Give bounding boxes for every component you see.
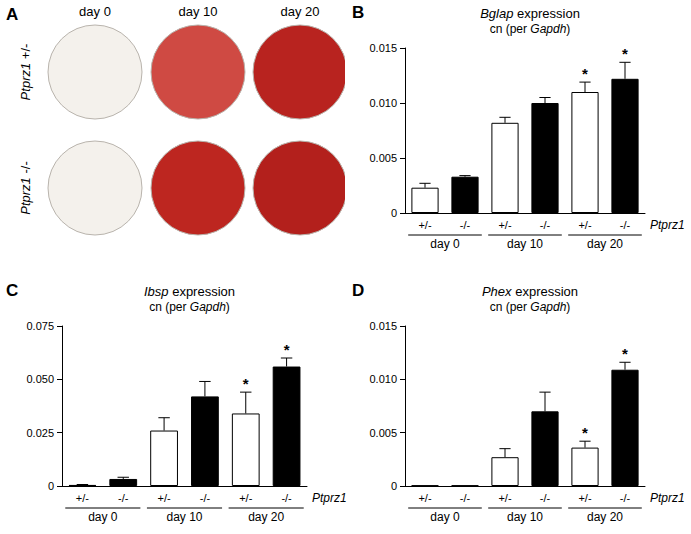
svg-text:*: *: [243, 375, 249, 392]
svg-text:expression: expression: [169, 284, 235, 299]
svg-text:D: D: [352, 281, 364, 300]
svg-text:day 10: day 10: [178, 4, 217, 19]
svg-text:-/-: -/-: [540, 219, 551, 231]
svg-text:*: *: [284, 341, 290, 358]
svg-text:expression: expression: [512, 284, 578, 299]
svg-text:C: C: [6, 281, 18, 300]
svg-text:0.075: 0.075: [26, 320, 54, 332]
svg-text:-/-: -/-: [540, 492, 551, 504]
svg-text:cn (per: cn (per: [490, 300, 531, 314]
svg-text:): ): [226, 300, 230, 314]
svg-text:-/-: -/-: [620, 219, 631, 231]
svg-text:-/-: -/-: [200, 492, 211, 504]
svg-text:+/-: +/-: [158, 492, 171, 504]
svg-text:Gapdh: Gapdh: [530, 300, 566, 314]
svg-text:Ptprz1: Ptprz1: [312, 491, 347, 505]
svg-text:0.010: 0.010: [369, 373, 397, 385]
svg-text:Ptprz1: Ptprz1: [650, 491, 685, 505]
svg-text:): ): [566, 300, 570, 314]
svg-text:Gapdh: Gapdh: [190, 300, 226, 314]
svg-text:A: A: [6, 5, 18, 24]
svg-text:Ptprz1: Ptprz1: [650, 218, 685, 232]
svg-text:0: 0: [48, 480, 54, 492]
svg-text:-/-: -/-: [460, 219, 471, 231]
svg-text:day 10: day 10: [166, 510, 202, 524]
svg-text:0.015: 0.015: [369, 320, 397, 332]
svg-text:*: *: [622, 45, 628, 62]
svg-text:day 0: day 0: [79, 4, 111, 19]
svg-text:0.005: 0.005: [369, 152, 397, 164]
svg-text:+/-: +/-: [578, 219, 591, 231]
svg-text:-/-: -/-: [118, 492, 129, 504]
svg-text:0.050: 0.050: [26, 373, 54, 385]
svg-text:Ptprz1 -/-: Ptprz1 -/-: [18, 161, 33, 214]
svg-text:Gapdh: Gapdh: [530, 22, 566, 36]
svg-text:0: 0: [391, 480, 397, 492]
svg-text:+/-: +/-: [418, 219, 431, 231]
svg-text:day 0: day 0: [430, 237, 460, 251]
svg-text:*: *: [582, 65, 588, 82]
svg-text:0.025: 0.025: [26, 427, 54, 439]
svg-text:-/-: -/-: [460, 492, 471, 504]
svg-text:day 20: day 20: [248, 510, 284, 524]
svg-text:0: 0: [391, 207, 397, 219]
svg-text:): ): [566, 22, 570, 36]
svg-text:day 0: day 0: [430, 510, 460, 524]
svg-text:Phex: Phex: [482, 284, 512, 299]
svg-text:+/-: +/-: [498, 492, 511, 504]
svg-text:Bglap: Bglap: [480, 6, 513, 21]
svg-text:+/-: +/-: [239, 492, 252, 504]
svg-text:cn (per: cn (per: [149, 300, 190, 314]
svg-text:+/-: +/-: [418, 492, 431, 504]
svg-text:day 20: day 20: [587, 237, 623, 251]
svg-text:cn (per: cn (per: [490, 22, 531, 36]
svg-text:0.005: 0.005: [369, 427, 397, 439]
svg-text:+/-: +/-: [578, 492, 591, 504]
svg-text:day 0: day 0: [88, 510, 118, 524]
svg-text:day 20: day 20: [280, 4, 319, 19]
svg-text:Ibsp: Ibsp: [144, 284, 169, 299]
svg-text:+/-: +/-: [498, 219, 511, 231]
svg-text:day 20: day 20: [587, 510, 623, 524]
svg-text:*: *: [622, 345, 628, 362]
svg-text:0.010: 0.010: [369, 97, 397, 109]
svg-text:*: *: [582, 424, 588, 441]
svg-text:-/-: -/-: [281, 492, 292, 504]
svg-text:day 10: day 10: [507, 237, 543, 251]
svg-text:0.015: 0.015: [369, 42, 397, 54]
svg-text:day 10: day 10: [507, 510, 543, 524]
svg-text:B: B: [352, 3, 364, 22]
svg-text:-/-: -/-: [620, 492, 631, 504]
svg-text:Ptprz1 +/-: Ptprz1 +/-: [18, 44, 33, 101]
svg-text:expression: expression: [513, 6, 579, 21]
svg-text:+/-: +/-: [76, 492, 89, 504]
